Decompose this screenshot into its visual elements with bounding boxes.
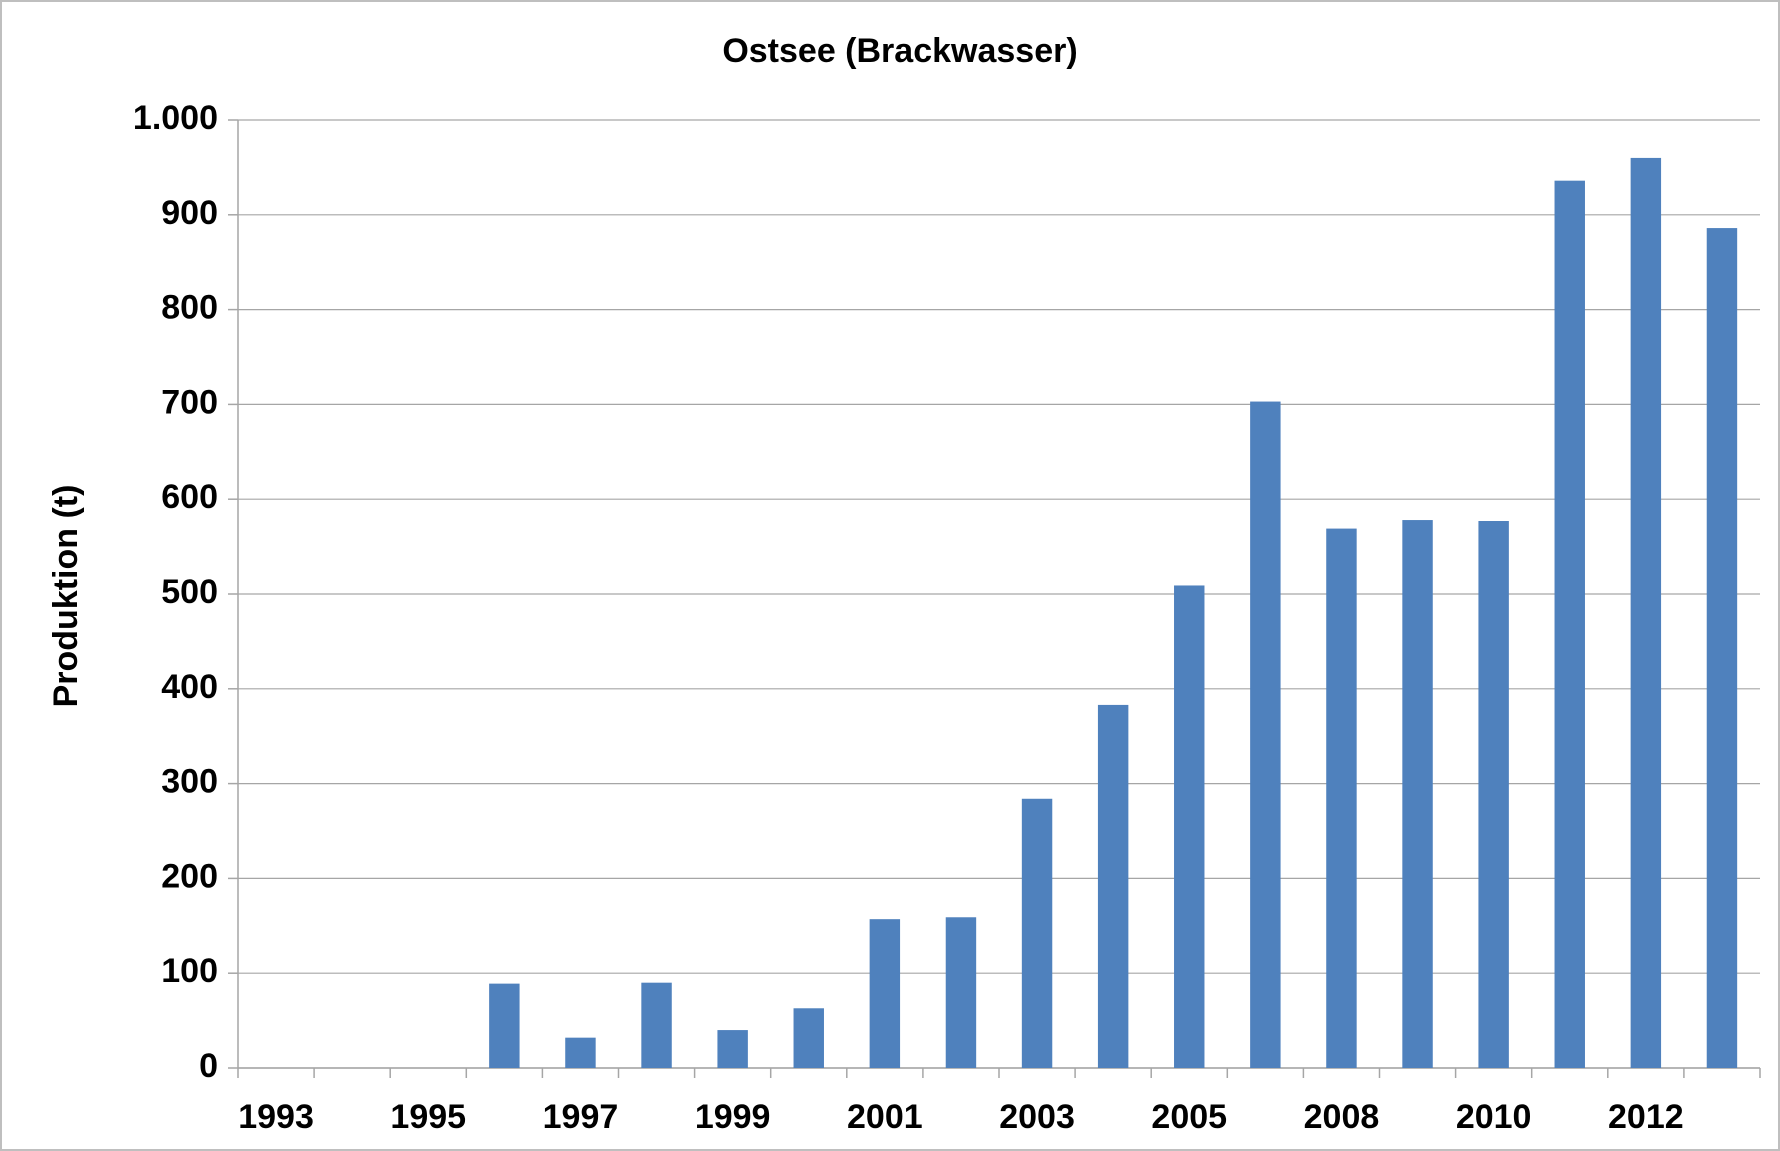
x-tick-label: 2012: [1608, 1098, 1684, 1136]
y-tick-label: 600: [161, 478, 218, 516]
x-tick-label: 1993: [238, 1098, 314, 1136]
y-tick-label: 500: [161, 573, 218, 611]
chart-title: Ostsee (Brackwasser): [722, 32, 1077, 70]
y-axis-label: Produktion (t): [47, 485, 85, 708]
y-tick-label: 700: [161, 383, 218, 421]
bar: [565, 1037, 596, 1068]
x-tick-label: 1995: [390, 1098, 466, 1136]
y-tick-label: 200: [161, 857, 218, 895]
y-tick-label: 300: [161, 763, 218, 801]
bar: [489, 983, 520, 1068]
bar: [1174, 585, 1205, 1068]
bar: [869, 919, 901, 1068]
x-tick-label: 2003: [999, 1098, 1075, 1136]
y-tick-label: 0: [199, 1047, 218, 1085]
bar: [793, 1008, 824, 1068]
y-tick-label: 800: [161, 289, 218, 327]
bar: [1097, 704, 1129, 1068]
bar: [1326, 528, 1357, 1068]
bar: [1250, 401, 1281, 1068]
bar: [1706, 228, 1738, 1068]
bar: [1021, 798, 1053, 1068]
y-tick-label: 1.000: [133, 99, 218, 137]
bar: [1402, 520, 1433, 1068]
bar: [641, 982, 672, 1068]
bar: [717, 1030, 748, 1068]
bar: [1478, 521, 1509, 1068]
bar: [945, 917, 977, 1068]
bar: [1554, 180, 1585, 1068]
x-tick-label: 1999: [695, 1098, 771, 1136]
x-tick-label: 2010: [1456, 1098, 1532, 1136]
y-tick-label: 100: [161, 952, 218, 990]
x-tick-label: 2008: [1304, 1098, 1380, 1136]
x-tick-label: 1997: [543, 1098, 619, 1136]
y-tick-label: 900: [161, 194, 218, 232]
x-tick-label: 2001: [847, 1098, 923, 1136]
bar: [1630, 157, 1662, 1069]
y-tick-label: 400: [161, 668, 218, 706]
x-tick-label: 2005: [1151, 1098, 1227, 1136]
